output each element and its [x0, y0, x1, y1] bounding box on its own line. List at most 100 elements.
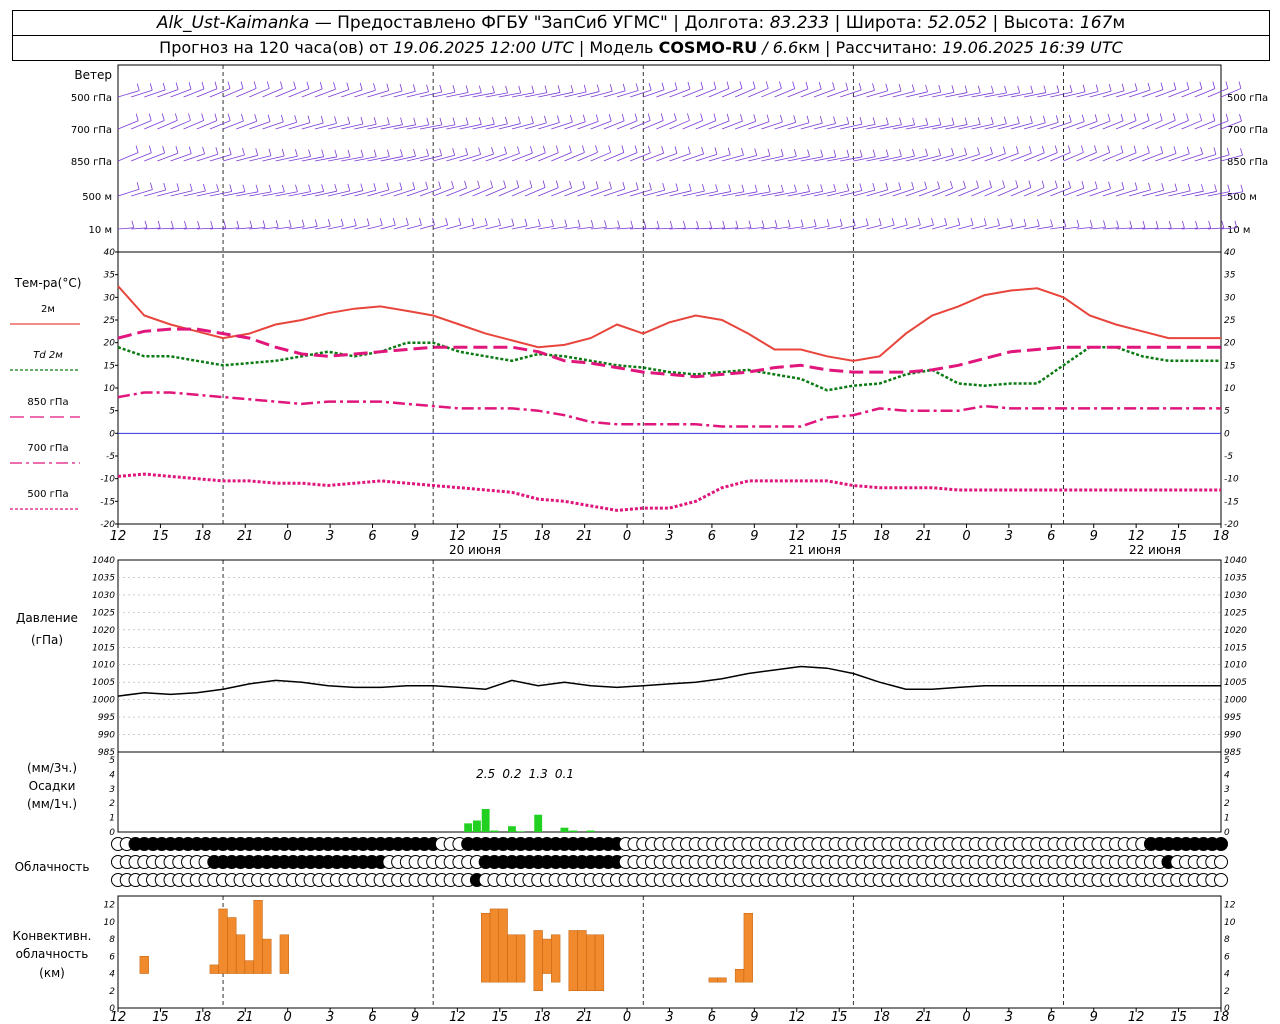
wind-barb [1089, 90, 1112, 98]
temp-tick-label-right: -20 [1224, 520, 1239, 530]
wind-barb [1207, 191, 1230, 197]
wind-barb [1102, 152, 1124, 162]
wind-barb [446, 124, 469, 130]
time-tick-label-bottom: 12 [110, 1010, 127, 1024]
wind-barb [380, 224, 396, 230]
wind-barb-flag [899, 149, 902, 157]
time-tick-label-bottom: 12 [1128, 1010, 1145, 1024]
wind-barb [958, 224, 974, 230]
wind-barb-flag [899, 117, 902, 125]
wind-barb-flag [787, 219, 791, 228]
wind-barb [945, 154, 967, 162]
wind-barb-flag [445, 217, 449, 226]
wind-barb-flag [308, 184, 311, 192]
wind-barb-flag [531, 116, 534, 124]
wind-barb [511, 92, 534, 98]
wind-barb [1010, 187, 1032, 197]
wind-barb-flag [136, 83, 140, 91]
wind-barb-flag [885, 149, 889, 157]
wind-barb [459, 187, 480, 197]
wind-barb [1115, 120, 1137, 130]
wind-barb-flag [465, 117, 469, 125]
conv-label-3: (км) [39, 966, 65, 980]
wind-barb-flag [1010, 218, 1014, 226]
wind-barb-flag [249, 220, 253, 228]
wind-barb [984, 225, 1000, 230]
wind-barb-flag [1056, 85, 1060, 93]
calc-time: 19.06.2025 16:39 UTC [942, 38, 1123, 57]
time-tick-label: 6 [368, 529, 376, 544]
wind-barb [275, 155, 298, 162]
conv-cloud-bar [507, 934, 517, 983]
wind-barb-flag [1146, 113, 1150, 121]
wind-barb-flag [184, 221, 187, 229]
wind-barb [301, 122, 324, 130]
time-tick-label: 12 [788, 529, 805, 544]
wind-barb [328, 123, 350, 130]
wind-barb-flag [1160, 146, 1164, 154]
time-tick-label: 0 [962, 529, 970, 544]
wind-barb-flag [912, 148, 915, 157]
model-res: / 6.6 [757, 38, 799, 57]
wind-barb [708, 154, 731, 162]
time-tick-label: 21 [916, 529, 933, 544]
time-tick-label: 9 [1090, 529, 1098, 544]
wind-barb-flag [227, 81, 231, 89]
wind-barb [932, 91, 955, 98]
time-tick-label: 3 [326, 529, 334, 544]
temp-tick-label: 30 [104, 293, 116, 303]
wind-barb-flag [793, 115, 797, 123]
wind-barb-flag [688, 183, 692, 191]
wind-barb [826, 190, 849, 197]
wind-barb-flag [1201, 184, 1204, 192]
wind-barb-flag [780, 184, 784, 192]
wind-barb-flag [346, 82, 350, 90]
wind-barb-flag [1238, 81, 1242, 89]
wind-barb [1023, 225, 1040, 230]
wind-barb [577, 91, 600, 98]
wind-barb-flag [938, 84, 942, 93]
wind-barb [275, 226, 292, 230]
wind-barb [196, 88, 218, 98]
wind-barb-flag [465, 85, 469, 93]
conv-cloud-bar [139, 956, 149, 974]
wind-barb [932, 224, 947, 230]
wind-barb-flag [702, 183, 705, 192]
wind-barb-flag [491, 117, 495, 125]
conv-cloud-bar [708, 977, 718, 983]
wind-barb [380, 189, 402, 197]
wind-barb-flag [1160, 82, 1164, 90]
wind-barb-flag [544, 85, 548, 93]
wind-barb [511, 122, 534, 130]
wind-barb-flag [135, 145, 139, 153]
wind-barb [813, 88, 835, 98]
wind-barb-flag [320, 115, 324, 124]
wind-barb-flag [1108, 83, 1112, 92]
wind-barb-flag [201, 113, 205, 121]
wind-barb-flag [1082, 84, 1086, 92]
wind-barb-flag [813, 219, 817, 227]
wind-barb-flag [280, 81, 283, 89]
wind-barb-flag [780, 114, 783, 123]
wind-barb [196, 153, 219, 162]
wind-barb [682, 153, 704, 162]
wind-barb [656, 190, 679, 197]
wind-barb [866, 124, 889, 130]
temp-tick-label: -20 [100, 520, 115, 530]
wind-barb-flag [687, 82, 691, 90]
wind-barb-flag [1227, 184, 1231, 192]
pressure-tick-label-right: 995 [1224, 713, 1241, 723]
provider-text: — Предоставлено ФГБУ "ЗапСиб УГМС" | Дол… [309, 13, 770, 33]
wind-barb [131, 89, 153, 98]
wind-barb [393, 90, 416, 98]
wind-barb [1050, 91, 1073, 98]
wind-barb-flag [714, 147, 718, 155]
wind-barb-flag [748, 220, 752, 228]
wind-barb-flag [529, 180, 533, 188]
wind-barb [984, 92, 1007, 98]
wind-barb-flag [898, 182, 902, 190]
wind-level-label-right: 500 м [1227, 192, 1257, 203]
time-tick-label: 6 [1047, 529, 1055, 544]
wind-barb [931, 187, 953, 197]
wind-barb [721, 120, 743, 130]
